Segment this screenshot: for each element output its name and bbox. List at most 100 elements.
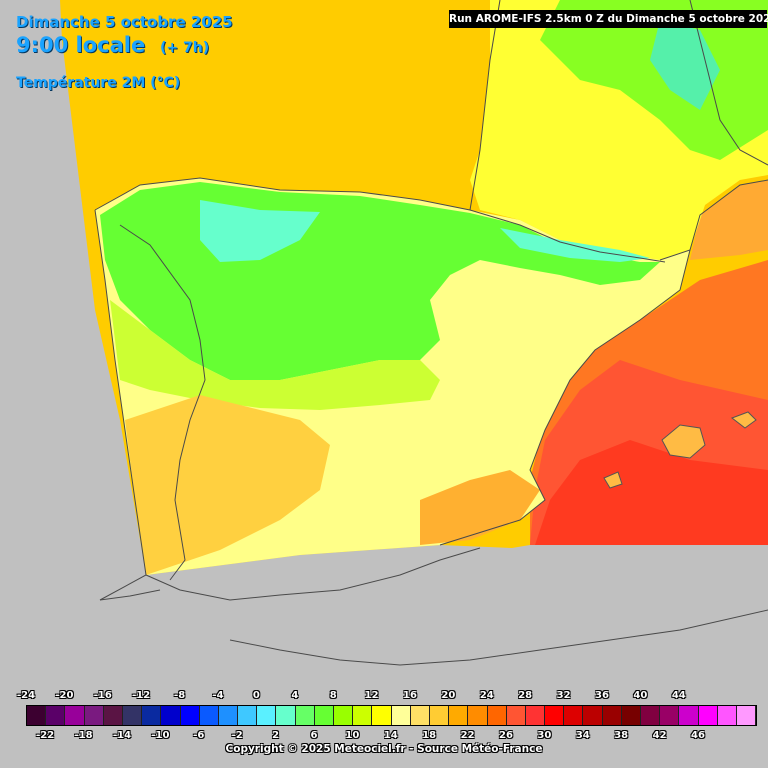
legend-swatch xyxy=(410,706,430,725)
legend-swatch xyxy=(142,706,162,725)
legend-swatch xyxy=(46,706,66,725)
legend-tick-label: 6 xyxy=(310,730,318,741)
legend-tick-label: -20 xyxy=(55,690,74,701)
legend-swatch xyxy=(218,706,239,725)
menorca xyxy=(730,411,757,429)
forecast-date: Dimanche 5 octobre 2025 xyxy=(16,13,233,31)
legend-tick-label: -2 xyxy=(231,730,243,741)
legend-tick-label: -8 xyxy=(174,690,186,701)
ibiza xyxy=(603,471,623,489)
coastline-africa xyxy=(229,609,768,666)
legend-tick-label: 12 xyxy=(364,690,379,701)
legend-swatch xyxy=(180,706,200,725)
legend-swatch xyxy=(314,706,334,725)
legend-tick-label: 24 xyxy=(479,690,494,701)
legend-tick-label: 34 xyxy=(575,730,590,741)
southeast-orange-zone xyxy=(420,470,540,545)
legend-tick-label: 26 xyxy=(499,730,513,741)
legend-swatch xyxy=(238,706,258,725)
coastline-east xyxy=(659,179,768,261)
legend-swatch xyxy=(698,706,718,725)
forecast-lead-time: (+ 7h) xyxy=(160,40,210,56)
legend-tick-label: 22 xyxy=(460,730,475,741)
legend-tick-label: -10 xyxy=(151,730,170,741)
legend-swatch xyxy=(468,706,488,725)
legend-tick-label: 10 xyxy=(345,730,360,741)
color-legend: -24 -20 -16 -12 -8 -4 0 4 8 12 16 20 24 28 32 36 40 44 -2… xyxy=(0,680,768,768)
legend-swatch xyxy=(103,706,123,725)
legend-swatch xyxy=(295,706,315,725)
legend-tick-label: 28 xyxy=(518,690,533,701)
cantabrian-cyan-zone xyxy=(200,200,320,262)
legend-swatch xyxy=(65,706,85,725)
legend-swatch xyxy=(621,706,641,725)
legend-tick-label: 30 xyxy=(537,730,552,741)
legend-swatch xyxy=(257,706,277,725)
legend-tick-label: -6 xyxy=(193,730,205,741)
legend-swatch xyxy=(391,706,411,725)
legend-swatch xyxy=(161,706,181,725)
north-yellowgreen-zone xyxy=(110,300,440,410)
coastline-mediterranean xyxy=(439,249,691,546)
legend-tick-label: 40 xyxy=(633,690,648,701)
legend-swatch xyxy=(717,706,737,725)
legend-swatch xyxy=(487,706,507,725)
legend-swatch xyxy=(506,706,526,725)
legend-tick-label: -12 xyxy=(132,690,151,701)
legend-tick-label: -4 xyxy=(212,690,224,701)
legend-swatch xyxy=(276,706,296,725)
legend-swatch xyxy=(525,706,546,725)
border-france-italy xyxy=(689,0,768,166)
legend-swatch xyxy=(372,706,392,725)
legend-tick-label: 14 xyxy=(383,730,398,741)
legend-swatch xyxy=(27,706,47,725)
portugal-south-coast xyxy=(99,589,161,601)
legend-swatch xyxy=(353,706,373,725)
legend-swatch xyxy=(602,706,622,725)
legend-tick-label: 4 xyxy=(291,690,299,701)
legend-tick-label: 2 xyxy=(272,730,280,741)
legend-tick-label: 36 xyxy=(595,690,609,701)
france-green-zone xyxy=(540,0,768,160)
legend-swatch xyxy=(84,706,104,725)
legend-swatch xyxy=(199,706,219,725)
legend-tick-label: 16 xyxy=(403,690,417,701)
legend-tick-label: 20 xyxy=(441,690,456,701)
border-pyrenees xyxy=(469,209,666,263)
legend-tick-label: 44 xyxy=(671,690,686,701)
legend-tick-label: -16 xyxy=(93,690,112,701)
legend-swatch xyxy=(122,706,143,725)
mallorca xyxy=(661,424,706,459)
copyright-text: Copyright © 2025 Meteociel.fr - Source M… xyxy=(225,743,543,755)
legend-tick-label: 32 xyxy=(556,690,571,701)
run-info-label: Run AROME-IFS 2.5km 0 Z du Dimanche 5 oc… xyxy=(449,10,768,28)
legend-swatch xyxy=(334,706,354,725)
legend-swatch xyxy=(545,706,565,725)
alps-cyan-zone xyxy=(650,20,720,110)
gulf-warm-zone xyxy=(690,180,768,260)
legend-tick-label: 42 xyxy=(652,730,667,741)
legend-swatch xyxy=(583,706,603,725)
mediterranean-hottest-zone xyxy=(535,440,768,545)
legend-tick-label: 8 xyxy=(329,690,337,701)
legend-swatch xyxy=(641,706,661,725)
legend-swatch xyxy=(736,706,757,725)
forecast-time: 9:00 locale xyxy=(16,33,146,57)
border-portugal xyxy=(119,224,206,581)
legend-tick-label: -14 xyxy=(112,730,132,741)
southwest-orange-zone xyxy=(125,395,330,575)
legend-tick-label: -24 xyxy=(16,690,36,701)
legend-swatch xyxy=(564,706,584,725)
legend-swatch xyxy=(449,706,469,725)
variable-label: Température 2M (°C) xyxy=(16,75,181,91)
legend-tick-label: 46 xyxy=(691,730,705,741)
legend-swatch xyxy=(679,706,699,725)
legend-swatch xyxy=(429,706,450,725)
legend-tick-label: -22 xyxy=(36,730,55,741)
legend-tick-label: 0 xyxy=(252,690,260,701)
coastline-north xyxy=(94,0,501,211)
legend-swatch xyxy=(660,706,680,725)
coastline-spain-south xyxy=(145,547,481,601)
